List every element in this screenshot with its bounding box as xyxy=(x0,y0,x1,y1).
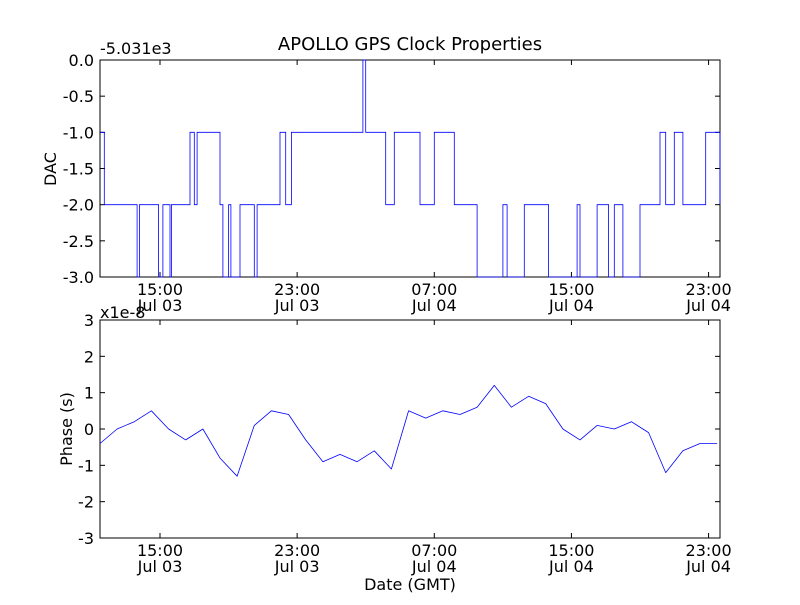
dac-xtick-date-label: Jul 04 xyxy=(411,296,457,315)
phase-xtick-time-label: 23:00 xyxy=(274,541,320,560)
phase-ytick-label: -2 xyxy=(78,493,94,512)
phase-ytick-label: -3 xyxy=(78,529,94,548)
phase-xtick-time-label: 07:00 xyxy=(411,541,457,560)
figure-title: APOLLO GPS Clock Properties xyxy=(278,34,542,55)
dac-ytick-label: -3.0 xyxy=(63,268,94,287)
phase-series-line xyxy=(99,385,718,477)
phase-xtick-date-label: Jul 04 xyxy=(685,557,731,576)
dac-xtick-date-label: Jul 04 xyxy=(685,296,731,315)
dac-xtick-time-label: 07:00 xyxy=(411,280,457,299)
phase-ytick-label: -1 xyxy=(78,456,94,475)
phase-xtick-date-label: Jul 03 xyxy=(274,557,320,576)
phase-y-axis-label: Phase (s) xyxy=(57,392,76,466)
phase-xtick-date-label: Jul 03 xyxy=(137,557,183,576)
phase-xtick-time-label: 15:00 xyxy=(548,541,594,560)
dac-xtick-time-label: 15:00 xyxy=(137,280,183,299)
dac-xtick-date-label: Jul 03 xyxy=(137,296,183,315)
phase-xtick-date-label: Jul 04 xyxy=(411,557,457,576)
dac-ytick-label: 0.0 xyxy=(69,51,94,70)
dac-ytick-label: -1.0 xyxy=(63,123,94,142)
dac-series-line xyxy=(100,59,721,278)
dac-ytick-label: -2.0 xyxy=(63,196,94,215)
dac-xtick-time-label: 15:00 xyxy=(548,280,594,299)
dac-xtick-time-label: 23:00 xyxy=(274,280,320,299)
phase-offset-label: x1e-8 xyxy=(100,303,145,322)
phase-ytick-label: 3 xyxy=(84,311,94,330)
phase-xtick-date-label: Jul 04 xyxy=(548,557,594,576)
phase-ytick-label: 0 xyxy=(84,420,94,439)
phase-ytick-label: 1 xyxy=(84,384,94,403)
dac-xtick-time-label: 23:00 xyxy=(686,280,732,299)
dac-ytick-label: -1.5 xyxy=(63,160,94,179)
phase-ytick-label: 2 xyxy=(84,347,94,366)
dac-y-axis-label: DAC xyxy=(41,152,60,186)
phase-xtick-time-label: 23:00 xyxy=(686,541,732,560)
dac-ytick-label: -0.5 xyxy=(63,87,94,106)
phase-xtick-time-label: 15:00 xyxy=(137,541,183,560)
dac-xtick-date-label: Jul 04 xyxy=(548,296,594,315)
dac-ytick-label: -2.5 xyxy=(63,232,94,251)
dac-xtick-date-label: Jul 03 xyxy=(274,296,320,315)
dac-offset-label: -5.031e3 xyxy=(100,39,172,58)
phase-x-axis-label: Date (GMT) xyxy=(364,575,456,594)
